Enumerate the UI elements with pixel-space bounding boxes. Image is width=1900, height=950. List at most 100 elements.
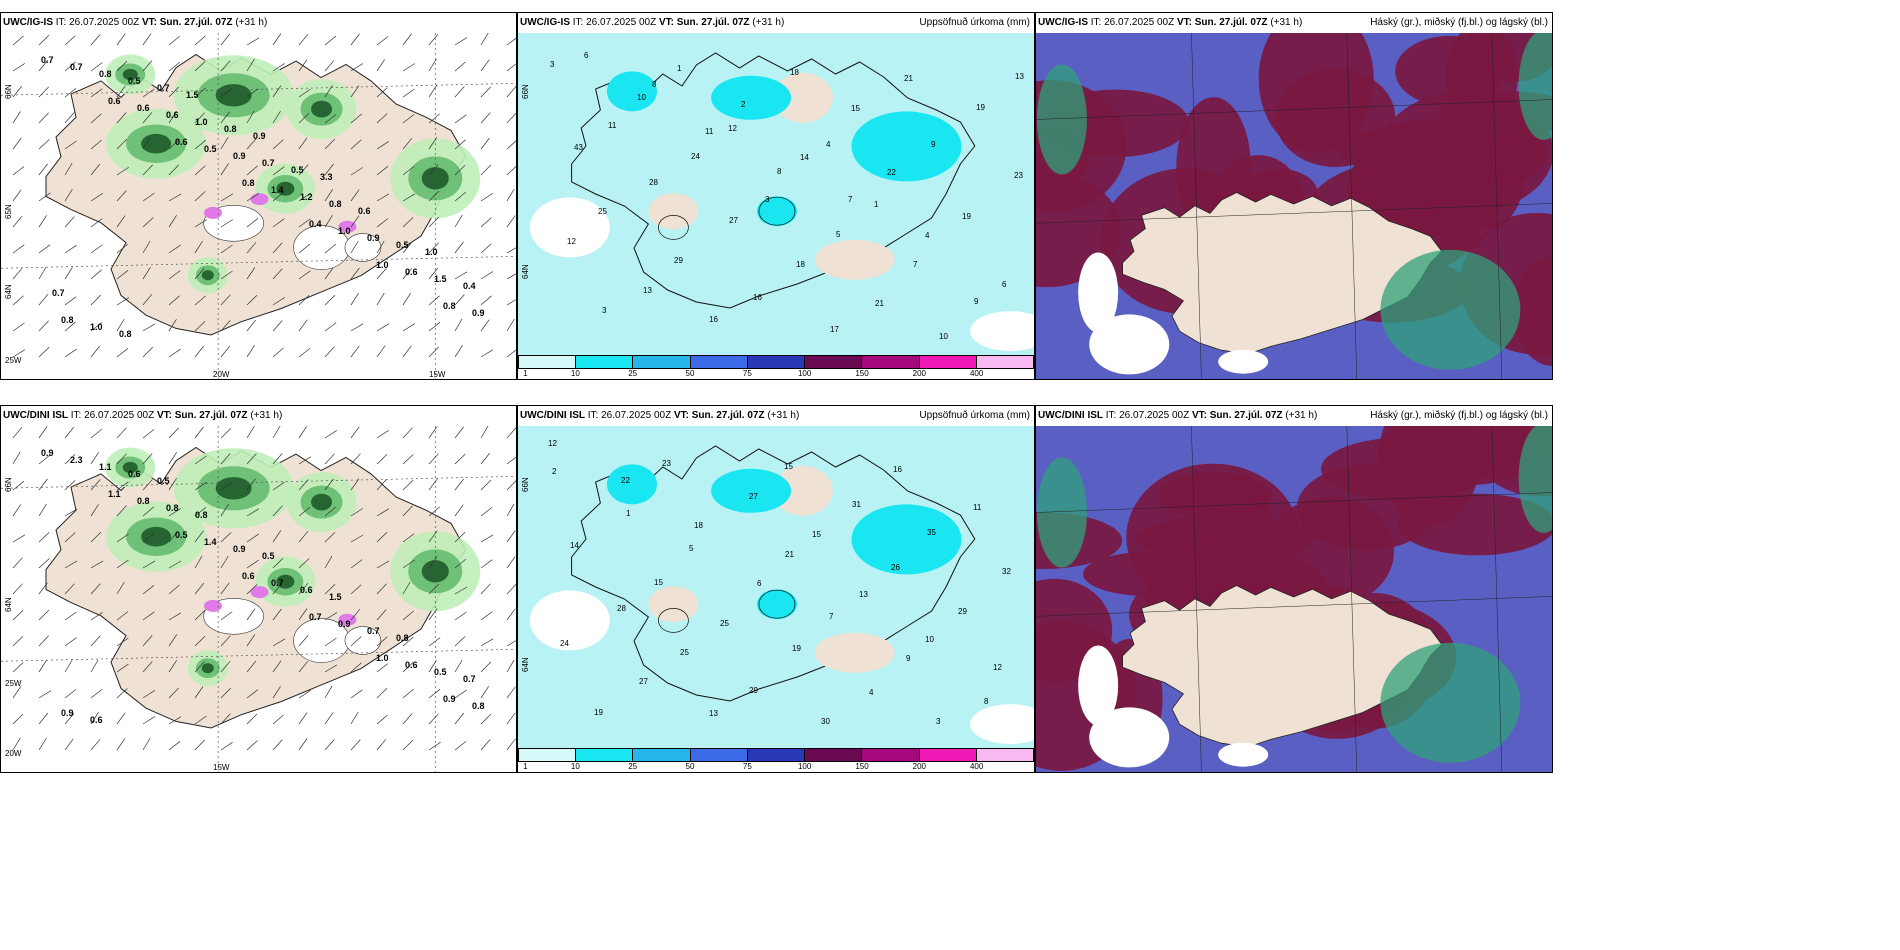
panel-header: UWC/IG-IS IT: 26.07.2025 00Z VT: Sun. 27… — [518, 13, 1034, 33]
wind-barb — [246, 218, 259, 228]
wind-barb — [376, 36, 389, 46]
wind-barb — [428, 660, 437, 673]
wind-barb — [246, 660, 257, 673]
wind-barb — [324, 215, 333, 228]
wind-barb — [376, 531, 388, 543]
wind-barb — [246, 242, 257, 254]
low-cloud-area — [1380, 249, 1521, 370]
dry-area — [814, 632, 895, 673]
wind-barb — [246, 37, 260, 46]
precip-value-label: 0.9 — [472, 308, 485, 318]
wind-barb — [220, 294, 231, 306]
wind-barb — [428, 267, 439, 280]
wind-barb — [428, 113, 440, 124]
accum-value-label: 11 — [973, 503, 982, 512]
glacier — [344, 626, 382, 655]
wind-barb — [350, 478, 360, 491]
precip-value-label: 0.6 — [405, 660, 418, 670]
wind-barb — [324, 637, 337, 647]
wind-barb — [428, 583, 440, 595]
wind-barb — [90, 88, 103, 98]
accum-value-label: 1 — [677, 64, 682, 73]
wind-barb — [272, 714, 284, 725]
wind-barb — [220, 453, 231, 465]
wind-barb — [272, 218, 285, 228]
precip-value-label: 1.5 — [329, 592, 342, 602]
clear-sky-area — [1218, 742, 1269, 767]
precip-value-label: 0.7 — [271, 578, 284, 588]
wind-barb — [220, 504, 229, 517]
wind-barb — [12, 295, 24, 306]
accum-value-label: 9 — [906, 654, 911, 663]
wind-barb — [116, 297, 130, 306]
wind-barb — [12, 137, 22, 150]
wind-barb — [12, 662, 24, 673]
wind-barb — [402, 63, 415, 72]
wind-barb — [220, 532, 232, 543]
wind-barb — [64, 61, 76, 72]
wind-barb — [194, 715, 207, 725]
accum-value-label: 1 — [626, 509, 631, 518]
precip-value-label: 3.3 — [320, 172, 333, 182]
wind-barb — [454, 61, 466, 72]
wind-barb — [168, 319, 177, 332]
wind-barb — [376, 218, 389, 228]
wind-barb — [350, 85, 360, 98]
wind-barb — [428, 33, 439, 46]
precip-value-label: 0.8 — [137, 496, 150, 506]
wind-barb — [220, 244, 233, 254]
precip-max-spot — [250, 586, 269, 599]
wind-barb — [376, 268, 387, 280]
accum-value-label: 7 — [913, 260, 918, 269]
wind-barb — [454, 689, 467, 699]
wind-barb — [168, 295, 180, 306]
wind-barb — [454, 611, 467, 621]
wind-barb — [454, 478, 464, 491]
wind-barb — [12, 737, 21, 751]
wind-barb — [298, 294, 310, 306]
wind-barb — [12, 166, 25, 176]
axis-label: 65N — [4, 204, 13, 219]
precip-area-cyan — [711, 75, 792, 120]
wind-barb — [116, 533, 129, 543]
wind-barb — [64, 216, 75, 228]
wind-barb — [324, 532, 336, 543]
accum-value-label: 2 — [741, 100, 746, 109]
wind-barb — [142, 429, 155, 439]
wind-barb — [12, 480, 25, 491]
wind-barb — [428, 713, 439, 725]
wind-barb — [90, 163, 101, 176]
wind-barb — [142, 88, 155, 98]
precip-value-label: 0.8 — [166, 503, 179, 513]
wind-barb — [506, 640, 516, 647]
map-canvas: 1222182113101219232715262924271315313532… — [518, 426, 1034, 750]
wind-barb — [64, 140, 77, 150]
precip-value-label: 0.4 — [463, 281, 476, 291]
wind-barb — [116, 270, 129, 280]
precip-value-label: 0.8 — [396, 633, 409, 643]
wind-barb — [350, 189, 360, 202]
accum-value-label: 35 — [927, 528, 936, 537]
precip-value-label: 0.4 — [309, 219, 322, 229]
precip-value-label: 0.6 — [90, 715, 103, 725]
longitude-line — [1491, 33, 1503, 379]
wind-barb — [272, 638, 286, 647]
wind-barb — [376, 454, 388, 465]
latitude-line — [1, 475, 516, 489]
low-cloud-area — [1380, 642, 1521, 763]
model-name: UWC/DINI ISL — [520, 410, 585, 421]
wind-barb — [480, 193, 493, 202]
init-time: IT: 26.07.2025 00Z — [1105, 410, 1190, 421]
panel-header: UWC/IG-IS IT: 26.07.2025 00Z VT: Sun. 27… — [1, 13, 516, 33]
wind-barb — [350, 689, 363, 699]
precip-value-label: 0.8 — [195, 510, 208, 520]
accum-value-label: 23 — [662, 459, 671, 468]
wind-barb — [64, 296, 77, 306]
accum-value-label: 4 — [925, 231, 930, 240]
wind-barb — [506, 166, 516, 176]
wind-barb — [298, 137, 308, 150]
wind-barb — [298, 635, 309, 647]
accum-value-label: 16 — [893, 465, 902, 474]
wind-barb — [64, 88, 77, 98]
accum-value-label: 8 — [777, 167, 782, 176]
